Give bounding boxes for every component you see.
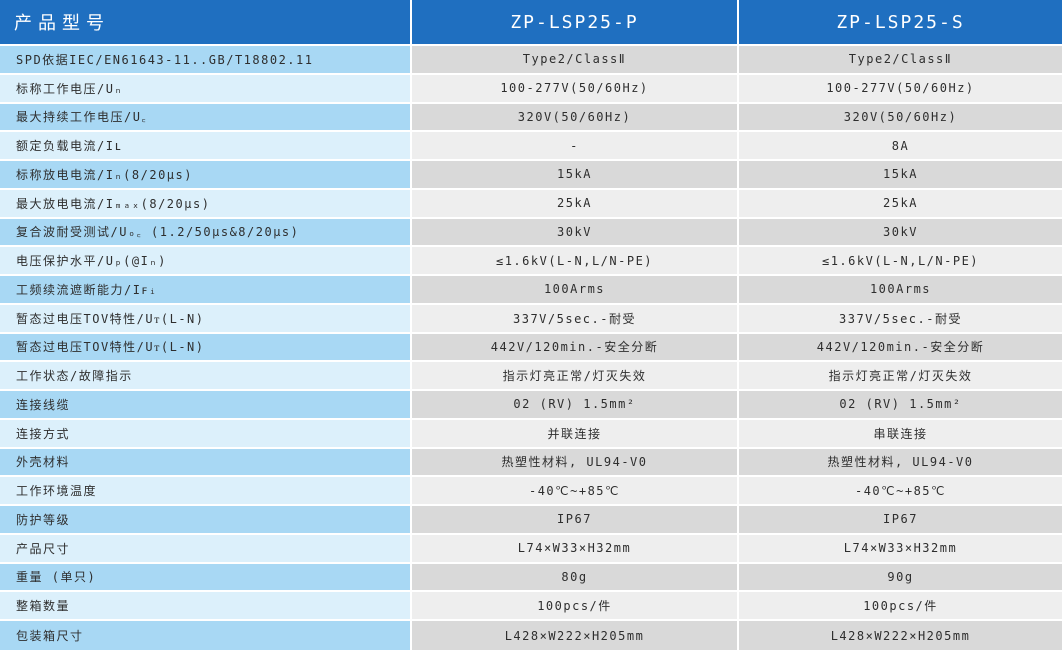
row-value-s: 指示灯亮正常/灯灭失效 xyxy=(739,362,1062,391)
table-row: 标称工作电压/Uₙ 100-277V(50/60Hz) 100-277V(50/… xyxy=(0,74,1062,104)
row-value-s: 337V/5sec.-耐受 xyxy=(739,304,1062,334)
header-label: 产品型号 xyxy=(0,0,412,46)
row-value-p: 15kA xyxy=(412,161,739,190)
row-label: 暂态过电压TOV特性/Uᴛ(L-N) xyxy=(0,333,412,363)
row-value-s: IP67 xyxy=(739,506,1062,535)
row-label: 产品尺寸 xyxy=(0,534,412,564)
row-label: 工频续流遮断能力/Iꜰᵢ xyxy=(0,276,412,305)
table-row: 电压保护水平/Uₚ(@Iₙ) ≤1.6kV(L-N,L/N-PE) ≤1.6kV… xyxy=(0,247,1062,276)
table-row: 暂态过电压TOV特性/Uᴛ(L-N) 442V/120min.-安全分断 442… xyxy=(0,333,1062,363)
row-label: 工作环境温度 xyxy=(0,477,412,506)
row-value-p: 320V(50/60Hz) xyxy=(412,103,739,133)
row-label: 标称放电电流/Iₙ(8/20μs) xyxy=(0,161,412,190)
row-value-p: 30kV xyxy=(412,218,739,248)
row-value-s: 15kA xyxy=(739,161,1062,190)
row-value-s: 02 (RV) 1.5mm² xyxy=(739,391,1062,420)
row-value-s: L74×W33×H32mm xyxy=(739,534,1062,564)
row-value-p: 100pcs/件 xyxy=(412,592,739,621)
row-label: 整箱数量 xyxy=(0,592,412,621)
row-label: 连接线缆 xyxy=(0,391,412,420)
row-label: 电压保护水平/Uₚ(@Iₙ) xyxy=(0,247,412,276)
row-value-p: -40℃~+85℃ xyxy=(412,477,739,506)
row-value-s: 320V(50/60Hz) xyxy=(739,103,1062,133)
table-row: 最大放电电流/Iₘₐₓ(8/20μs) 25kA 25kA xyxy=(0,189,1062,219)
row-value-s: 30kV xyxy=(739,218,1062,248)
row-value-s: 442V/120min.-安全分断 xyxy=(739,333,1062,363)
row-value-s: 100pcs/件 xyxy=(739,592,1062,621)
row-value-p: 442V/120min.-安全分断 xyxy=(412,333,739,363)
header-row: 产品型号 ZP-LSP25-P ZP-LSP25-S xyxy=(0,0,1062,46)
row-label: 额定负载电流/Iʟ xyxy=(0,132,412,161)
row-value-p: Type2/ClassⅡ xyxy=(412,46,739,75)
row-label: 工作状态/故障指示 xyxy=(0,362,412,391)
table-row: 额定负载电流/Iʟ - 8A xyxy=(0,132,1062,161)
row-label: 暂态过电压TOV特性/Uᴛ(L-N) xyxy=(0,304,412,334)
row-value-p: 25kA xyxy=(412,189,739,219)
table-row: 连接方式 并联连接 串联连接 xyxy=(0,419,1062,449)
table-row: 外壳材料 热塑性材料, UL94-V0 热塑性材料, UL94-V0 xyxy=(0,448,1062,478)
row-value-p: 热塑性材料, UL94-V0 xyxy=(412,448,739,478)
row-label: 包装箱尺寸 xyxy=(0,621,412,650)
row-value-p: 指示灯亮正常/灯灭失效 xyxy=(412,362,739,391)
table-row: 连接线缆 02 (RV) 1.5mm² 02 (RV) 1.5mm² xyxy=(0,391,1062,420)
table-row: 最大持续工作电压/U꜀ 320V(50/60Hz) 320V(50/60Hz) xyxy=(0,103,1062,133)
table-row: 包装箱尺寸 L428×W222×H205mm L428×W222×H205mm xyxy=(0,621,1062,650)
row-value-p: 并联连接 xyxy=(412,419,739,449)
row-value-s: L428×W222×H205mm xyxy=(739,621,1062,650)
row-value-p: IP67 xyxy=(412,506,739,535)
row-label: 外壳材料 xyxy=(0,448,412,478)
row-value-s: ≤1.6kV(L-N,L/N-PE) xyxy=(739,247,1062,276)
table-row: 产品尺寸 L74×W33×H32mm L74×W33×H32mm xyxy=(0,534,1062,564)
header-model-p: ZP-LSP25-P xyxy=(412,0,739,46)
row-label: 最大持续工作电压/U꜀ xyxy=(0,103,412,133)
row-label: 复合波耐受测试/Uₒ꜀ (1.2/50μs&8/20μs) xyxy=(0,218,412,248)
table-row: SPD依据IEC/EN61643-11..GB/T18802.11 Type2/… xyxy=(0,46,1062,75)
row-label: 防护等级 xyxy=(0,506,412,535)
row-label: 重量 (单只) xyxy=(0,563,412,593)
table-row: 重量 (单只) 80g 90g xyxy=(0,563,1062,593)
table-row: 标称放电电流/Iₙ(8/20μs) 15kA 15kA xyxy=(0,161,1062,190)
table-row: 整箱数量 100pcs/件 100pcs/件 xyxy=(0,592,1062,621)
table-row: 复合波耐受测试/Uₒ꜀ (1.2/50μs&8/20μs) 30kV 30kV xyxy=(0,218,1062,248)
row-value-s: 100Arms xyxy=(739,276,1062,305)
row-label: SPD依据IEC/EN61643-11..GB/T18802.11 xyxy=(0,46,412,75)
row-value-p: 337V/5sec.-耐受 xyxy=(412,304,739,334)
row-label: 连接方式 xyxy=(0,419,412,449)
row-value-p: 80g xyxy=(412,563,739,593)
row-value-p: 02 (RV) 1.5mm² xyxy=(412,391,739,420)
row-value-p: L74×W33×H32mm xyxy=(412,534,739,564)
table-row: 防护等级 IP67 IP67 xyxy=(0,506,1062,535)
row-value-s: 串联连接 xyxy=(739,419,1062,449)
row-label: 最大放电电流/Iₘₐₓ(8/20μs) xyxy=(0,189,412,219)
row-value-p: 100Arms xyxy=(412,276,739,305)
row-value-s: 热塑性材料, UL94-V0 xyxy=(739,448,1062,478)
row-value-s: -40℃~+85℃ xyxy=(739,477,1062,506)
row-value-s: 100-277V(50/60Hz) xyxy=(739,74,1062,104)
row-value-s: 90g xyxy=(739,563,1062,593)
row-value-p: L428×W222×H205mm xyxy=(412,621,739,650)
header-model-s: ZP-LSP25-S xyxy=(739,0,1062,46)
table-row: 暂态过电压TOV特性/Uᴛ(L-N) 337V/5sec.-耐受 337V/5s… xyxy=(0,304,1062,334)
row-value-s: 25kA xyxy=(739,189,1062,219)
table-row: 工频续流遮断能力/Iꜰᵢ 100Arms 100Arms xyxy=(0,276,1062,305)
table-row: 工作状态/故障指示 指示灯亮正常/灯灭失效 指示灯亮正常/灯灭失效 xyxy=(0,362,1062,391)
row-label: 标称工作电压/Uₙ xyxy=(0,74,412,104)
table-row: 工作环境温度 -40℃~+85℃ -40℃~+85℃ xyxy=(0,477,1062,506)
row-value-p: - xyxy=(412,132,739,161)
row-value-s: 8A xyxy=(739,132,1062,161)
row-value-p: ≤1.6kV(L-N,L/N-PE) xyxy=(412,247,739,276)
row-value-p: 100-277V(50/60Hz) xyxy=(412,74,739,104)
row-value-s: Type2/ClassⅡ xyxy=(739,46,1062,75)
